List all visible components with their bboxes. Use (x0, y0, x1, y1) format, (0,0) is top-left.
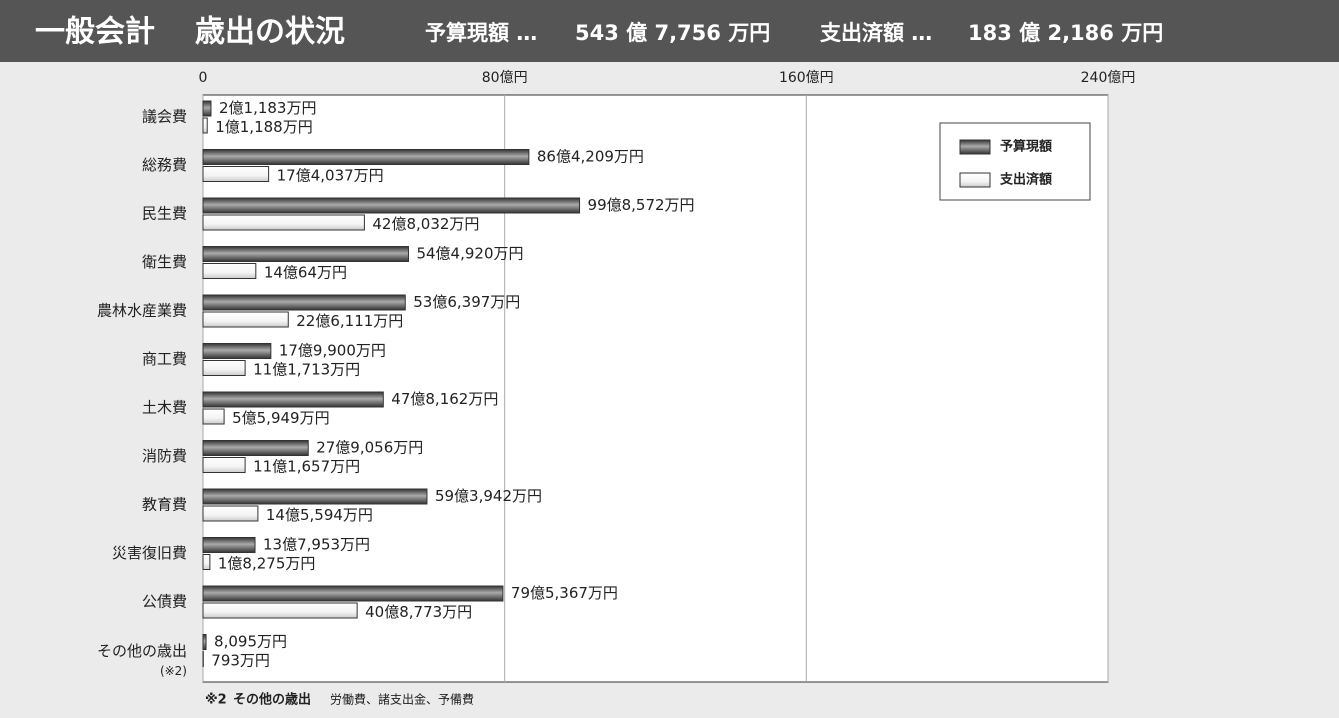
value-label: 14億5,594万円 (266, 506, 373, 524)
value-label: 14億64万円 (264, 264, 347, 282)
bar (203, 506, 258, 521)
bar (203, 409, 224, 424)
footnote-text: 労働費、諸支出金、予備費 (330, 692, 474, 707)
bar (203, 312, 288, 327)
bar (203, 603, 357, 618)
subtitle: 歳出の状況 (195, 15, 345, 50)
value-label: 47億8,162万円 (391, 390, 498, 408)
y-tick-label: 土木費 (142, 399, 187, 417)
legend-swatch (960, 140, 990, 154)
bar (203, 635, 206, 650)
value-label: 54億4,920万円 (416, 245, 523, 263)
value-label: 40億8,773万円 (365, 603, 472, 621)
bar (203, 392, 383, 407)
chart: 一般会計 歳出の状況 予算現額 … 543 億 7,756 万円 支出済額 … … (0, 0, 1339, 718)
y-tick-label: 消防費 (142, 447, 187, 465)
bar (203, 118, 207, 133)
bar (203, 264, 256, 279)
bar (203, 555, 210, 570)
bar (203, 586, 503, 601)
bar (203, 361, 245, 376)
bar (203, 150, 529, 165)
title: 一般会計 (35, 15, 155, 50)
bar (203, 198, 580, 213)
header-label: 支出済額 … (820, 21, 932, 45)
header-value: 543 億 7,756 万円 (575, 21, 770, 45)
x-tick-label: 0 (199, 70, 208, 86)
value-label: 42億8,032万円 (372, 215, 479, 233)
y-tick-label: 民生費 (142, 205, 187, 223)
value-label: 59億3,942万円 (435, 487, 542, 505)
x-tick-label: 80億円 (482, 70, 528, 86)
value-label: 13億7,953万円 (263, 536, 370, 554)
x-tick-label: 240億円 (1081, 70, 1136, 86)
y-tick-label: 商工費 (142, 350, 187, 368)
value-label: 11億1,657万円 (253, 458, 360, 476)
legend-label: 予算現額 (1000, 139, 1052, 155)
y-tick-label: 公債費 (142, 593, 187, 611)
y-tick-label: 議会費 (142, 108, 187, 126)
bar (203, 489, 427, 504)
footnote-term: その他の歳出 (233, 692, 311, 708)
category-note: (※2) (160, 664, 187, 678)
value-label: 793万円 (211, 652, 270, 670)
value-label: 5億5,949万円 (232, 409, 330, 427)
bar (203, 458, 245, 473)
bar (203, 167, 269, 182)
bar (203, 247, 408, 262)
bar (203, 101, 211, 116)
value-label: 8,095万円 (214, 633, 287, 651)
bar (203, 538, 255, 553)
value-label: 2億1,183万円 (219, 99, 317, 117)
value-label: 17億4,037万円 (277, 167, 384, 185)
y-tick-label: 総務費 (142, 156, 187, 174)
value-label: 53億6,397万円 (413, 293, 520, 311)
value-label: 86億4,209万円 (537, 148, 644, 166)
value-label: 99億8,572万円 (588, 196, 695, 214)
legend-swatch (960, 173, 990, 187)
value-label: 79億5,367万円 (511, 584, 618, 602)
value-label: 1億8,275万円 (218, 555, 316, 573)
value-label: 22億6,111万円 (296, 312, 403, 330)
value-label: 27億9,056万円 (316, 439, 423, 457)
header-label: 予算現額 … (425, 21, 537, 45)
y-tick-label: 農林水産業費 (97, 302, 187, 320)
bar (203, 215, 364, 230)
footnote-marker: ※2 (205, 693, 227, 708)
y-tick-label: 教育費 (142, 496, 187, 514)
header-value: 183 億 2,186 万円 (968, 21, 1163, 45)
bar (203, 344, 271, 359)
value-label: 17億9,900万円 (279, 342, 386, 360)
bar (203, 295, 405, 310)
value-label: 11億1,713万円 (253, 361, 360, 379)
legend-label: 支出済額 (999, 172, 1052, 188)
y-tick-label: その他の歳出 (97, 642, 187, 660)
bar (203, 441, 308, 456)
y-tick-label: 災害復旧費 (112, 544, 187, 562)
y-tick-label: 衛生費 (142, 253, 187, 271)
x-tick-label: 160億円 (779, 70, 834, 86)
legend (940, 123, 1090, 200)
value-label: 1億1,188万円 (215, 118, 313, 136)
